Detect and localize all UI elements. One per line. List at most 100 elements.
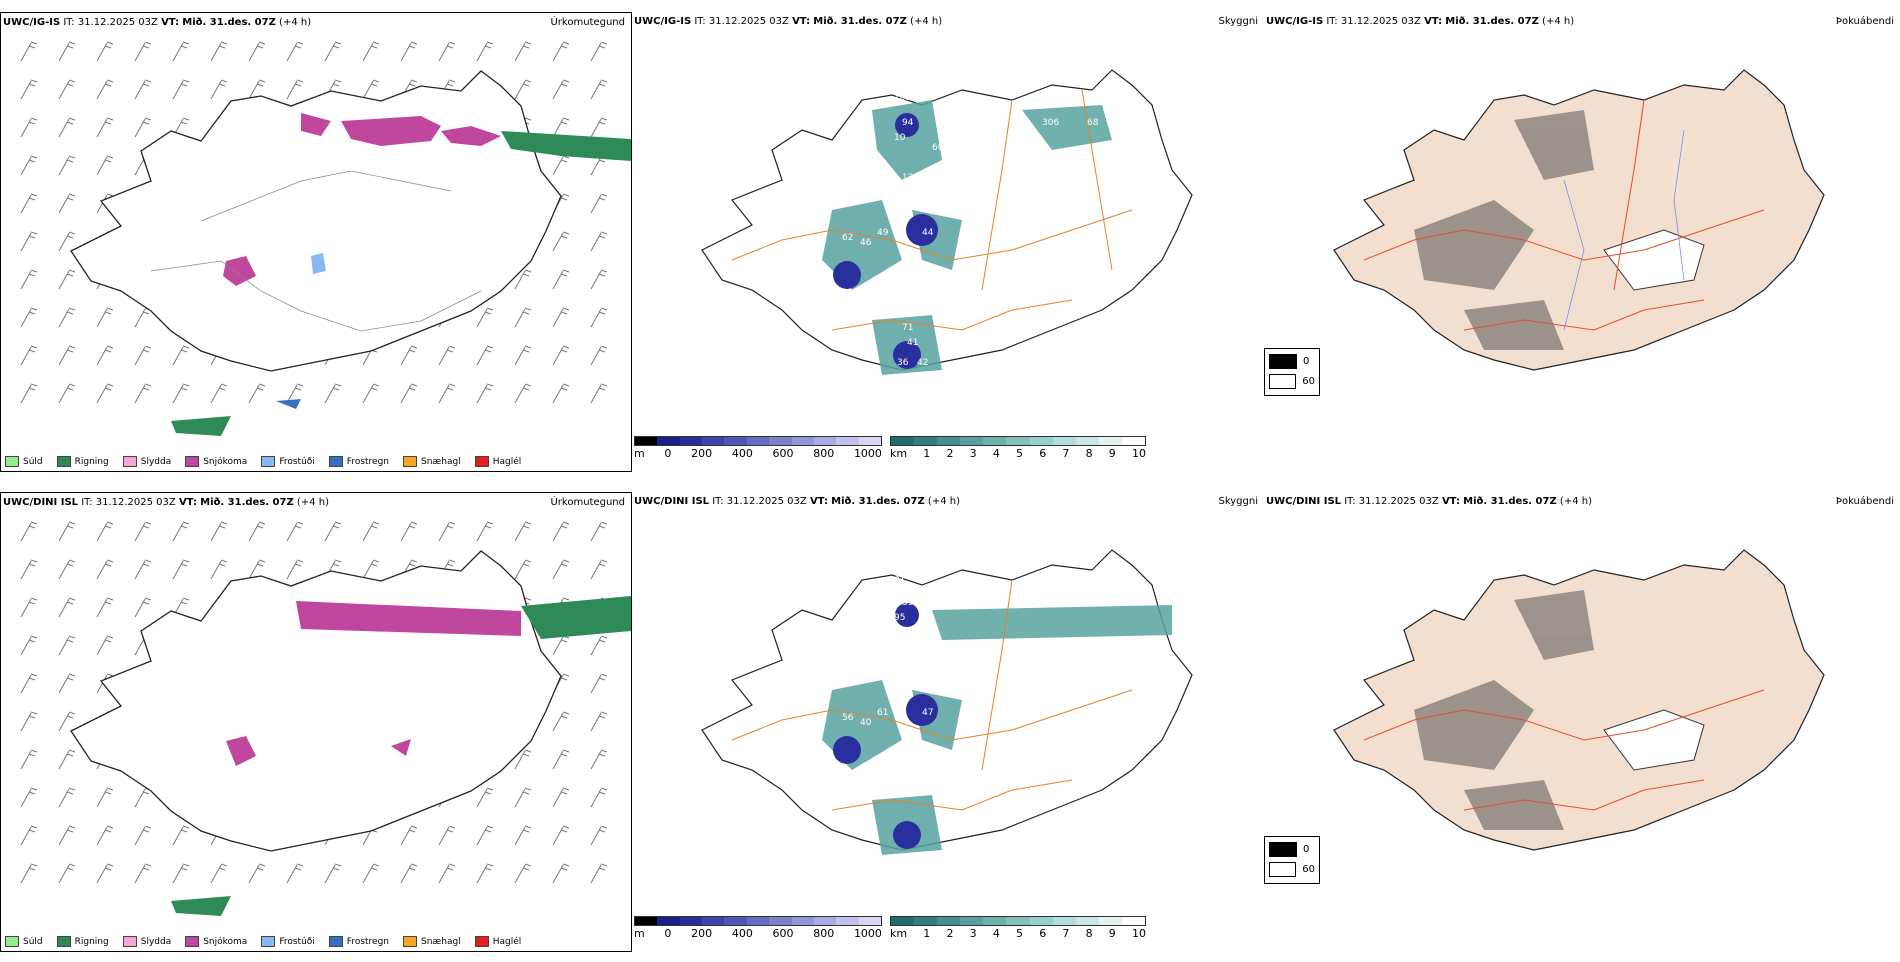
param-label: Þokuábendi — [1835, 16, 1894, 27]
high-terrain-areas — [833, 113, 938, 369]
wind-barb — [590, 521, 608, 542]
vis-label: 12 — [1052, 573, 1063, 583]
wind-barb — [400, 521, 418, 542]
wind-barb — [134, 307, 152, 328]
vis-label: 12 — [942, 588, 953, 598]
wind-barb — [20, 559, 38, 580]
wind-barb — [552, 863, 570, 884]
vis-label: 13 — [952, 153, 963, 163]
wind-barb — [58, 345, 76, 366]
row-ig-is: UWC/IG-IS IT: 31.12.2025 03Z VT: Mið. 31… — [0, 12, 1900, 482]
fog-map — [1333, 549, 1825, 851]
vis-label: 42 — [917, 358, 928, 368]
wind-barb — [20, 749, 38, 770]
wind-barb — [96, 79, 114, 100]
wind-barb — [58, 711, 76, 732]
legend-item: Haglél — [474, 936, 521, 947]
wind-barb — [514, 345, 532, 366]
colorbar-box — [724, 437, 747, 445]
colorbar-box — [1006, 437, 1030, 445]
colorbar-box — [960, 917, 984, 925]
wind-barb — [58, 79, 76, 100]
wind-barb — [590, 383, 608, 404]
legend-item: Slydda — [122, 936, 171, 947]
wind-barb — [286, 863, 304, 884]
legend-swatch — [56, 936, 71, 947]
precip-map — [20, 521, 631, 916]
wind-barb — [438, 863, 456, 884]
roads — [1363, 689, 1765, 811]
panel-header: UWC/DINI ISL IT: 31.12.2025 03Z VT: Mið.… — [634, 496, 960, 507]
precip-map — [20, 41, 631, 436]
vis-label: 46 — [860, 238, 872, 248]
wind-barb — [400, 825, 418, 846]
wind-barb — [438, 383, 456, 404]
fog-panel: UWC/IG-IS IT: 31.12.2025 03Z VT: Mið. 31… — [1264, 12, 1900, 472]
wind-barb — [324, 383, 342, 404]
wind-barb — [96, 117, 114, 138]
wind-barb — [476, 825, 494, 846]
wind-barb — [590, 269, 608, 290]
wind-barb — [514, 41, 532, 62]
colorbar-box — [791, 917, 814, 925]
legend-item: Súld — [5, 456, 43, 467]
colorbar-box — [983, 917, 1007, 925]
wind-barb — [172, 79, 190, 100]
wind-barb — [172, 863, 190, 884]
wind-barb — [20, 635, 38, 656]
wind-barb — [248, 383, 266, 404]
legend-item: Súld — [5, 936, 43, 947]
wind-barb — [476, 345, 494, 366]
wind-barb — [20, 41, 38, 62]
visibility-map: 102 477 44 608 62 46 49 64 86 88 12 95 103 94 10 155 152… — [701, 69, 1193, 375]
wind-barb — [552, 825, 570, 846]
legend-swatch — [122, 456, 137, 467]
vis-label: 71 — [902, 323, 913, 333]
legend-label: Frostúði — [279, 936, 315, 947]
wind-barb — [286, 559, 304, 580]
vis-label: 92 — [1012, 118, 1023, 128]
colorbar-box — [746, 437, 770, 445]
wind-barb — [20, 79, 38, 100]
vis-label: 40 — [860, 718, 872, 728]
colorbar-box — [983, 437, 1007, 445]
wind-barb — [96, 787, 114, 808]
wind-barb — [590, 635, 608, 656]
fog-legend-top: 0 60 — [1264, 348, 1320, 396]
wind-barb — [514, 383, 532, 404]
vis-label: 306 — [1042, 118, 1059, 128]
wind-barb — [400, 345, 418, 366]
wind-barb — [552, 231, 570, 252]
legend-swatch — [328, 456, 343, 467]
fog-shading — [1414, 590, 1594, 830]
vis-label: 47 — [922, 708, 933, 718]
wind-barb — [58, 307, 76, 328]
legend-item: Rigning — [56, 456, 109, 467]
legend-item: Frostúði — [261, 456, 315, 467]
colorbar-box — [1075, 437, 1099, 445]
vis-label: 88 — [782, 293, 794, 303]
legend-swatch — [5, 936, 19, 947]
wind-barb — [20, 307, 38, 328]
colorbar-box — [702, 437, 725, 445]
vis-label: 309 — [1052, 93, 1069, 103]
precip-areas — [171, 113, 631, 436]
wind-barb — [96, 863, 114, 884]
iceland-outline — [1333, 549, 1825, 851]
wind-barb — [96, 41, 114, 62]
roads — [731, 579, 1133, 811]
wind-barb — [514, 307, 532, 328]
wind-barb — [286, 79, 304, 100]
legend-item: Frostregn — [328, 456, 389, 467]
wind-barb — [324, 521, 342, 542]
low-vis-areas — [822, 100, 1112, 375]
vis-label: 32 — [822, 753, 833, 763]
param-label: Úrkomutegund — [550, 497, 625, 508]
wind-barb — [476, 383, 494, 404]
colorbar-box — [937, 437, 961, 445]
vis-label: 41 — [907, 338, 918, 348]
colorbar-box — [1121, 437, 1146, 445]
wind-barb — [438, 825, 456, 846]
legend-label: Snjókoma — [203, 936, 248, 947]
colorbar-box — [858, 437, 881, 445]
